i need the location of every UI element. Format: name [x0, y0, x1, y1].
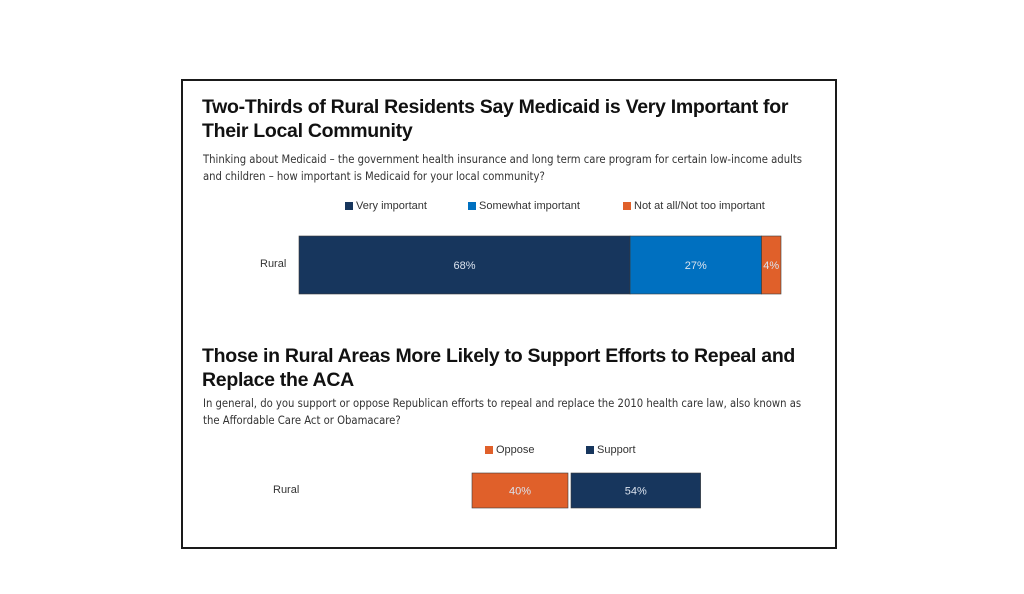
chart2-legend-support: Support	[586, 444, 636, 456]
bar-data-label: 27%	[685, 260, 707, 272]
bar-data-label: 4%	[763, 260, 779, 272]
bar-segment-very-important	[298, 235, 631, 295]
legend-swatch-icon	[586, 446, 594, 454]
legend-label: Not at all/Not too important	[634, 200, 765, 212]
bar-data-label: 40%	[509, 486, 531, 498]
bar-data-label: 54%	[625, 486, 647, 498]
legend-label: Support	[597, 444, 636, 456]
legend-swatch-icon	[485, 446, 493, 454]
chart1-legend-somewhat-important: Somewhat important	[468, 200, 580, 212]
bar-data-label: 68%	[454, 260, 476, 272]
legend-swatch-icon	[345, 202, 353, 210]
legend-label: Oppose	[496, 444, 535, 456]
legend-swatch-icon	[623, 202, 631, 210]
bar-segment-oppose	[471, 472, 569, 509]
chart2-subtitle: In general, do you support or oppose Rep…	[203, 397, 802, 427]
legend-label: Very important	[356, 200, 427, 212]
chart2-title: Those in Rural Areas More Likely to Supp…	[202, 345, 796, 391]
chart2-legend-oppose: Oppose	[485, 444, 535, 456]
bar-segment-not-at-all-not-too-important	[761, 235, 782, 295]
chart1-subtitle: Thinking about Medicaid – the government…	[203, 153, 803, 183]
bar-segment-support	[570, 472, 701, 509]
chart2-category-label: Rural	[273, 484, 300, 496]
chart1-legend-not-important: Not at all/Not too important	[623, 200, 765, 212]
legend-label: Somewhat important	[479, 200, 580, 212]
figure-frame	[181, 79, 837, 549]
legend-swatch-icon	[468, 202, 476, 210]
chart1-category-label: Rural	[260, 258, 287, 270]
chart1-legend-very-important: Very important	[345, 200, 427, 212]
chart1-title: Two-Thirds of Rural Residents Say Medica…	[202, 96, 789, 142]
